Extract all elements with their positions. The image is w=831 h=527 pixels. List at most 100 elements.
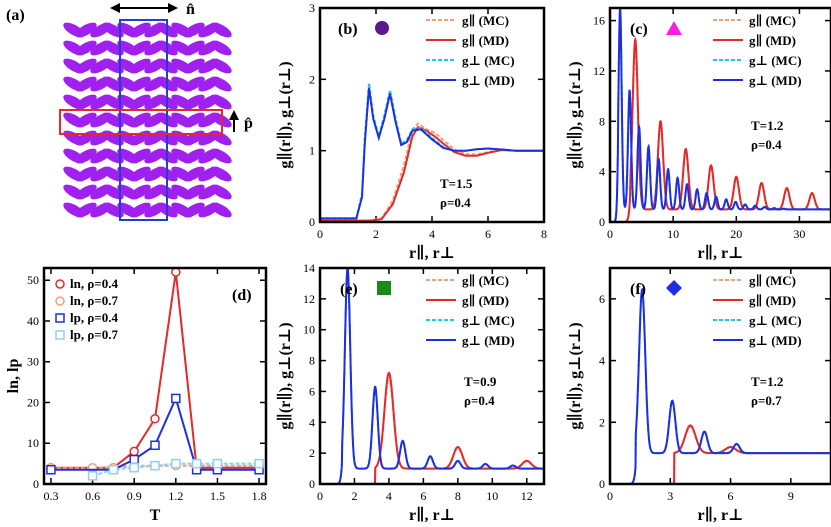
series-line [610,8,831,222]
x-tick-label: 6 [485,227,491,241]
plot-frame [318,6,546,224]
p-arrow-head [229,110,239,120]
data-point [150,414,160,424]
data-point [46,464,56,475]
x-tick-label: 3 [667,489,673,503]
x-tick-label: 0 [317,489,323,503]
y-tick-label: 14 [303,261,315,275]
p-direction-box [59,109,223,135]
particle [102,202,124,218]
data-point [171,268,181,277]
data-point [108,464,119,475]
legend-marker [55,313,65,323]
particle [129,166,151,182]
series-line [610,425,831,484]
n-hat-label: n̂ [186,1,195,18]
particle [210,148,232,164]
y-tick-label: 20 [27,395,39,409]
panel-c: 0 10 20 30 0 4 8 12 16 g∥ (MC) g∥ (MD) g⊥ (MC) g⊥ (M… [566,6,831,262]
n-arrow-left-head [110,3,120,13]
particle [129,184,151,200]
y-tick-label: 30 [27,355,39,369]
y-tick-label: 0 [599,215,605,229]
x-tick-label: 9 [788,489,794,503]
y-tick-label: 0 [33,477,39,491]
plot-frame [608,6,831,224]
y-tick-label: 10 [27,436,39,450]
data-point [212,458,223,469]
x-tick-label: 1.5 [210,489,225,503]
annotation-text: ρ=0.4 [464,393,495,408]
legend-label: g⊥ (MD) [462,73,515,88]
particle [75,184,97,200]
legend-label: g⊥ (MD) [749,73,802,88]
legend-label: g∥ (MC) [462,273,509,288]
p-hat-label: p̂ [244,115,253,132]
y-tick-label: 12 [303,292,315,306]
series-line [50,395,260,471]
data-point [254,458,264,469]
y-axis-label: ln, lp [5,359,22,394]
panel-e: 0 2 4 6 8 10 12 0 2 4 6 8 10 12 14 g∥ (MC) g∥ (MD) g⊥ (MC… [276,261,546,524]
annotation-text: T=0.9 [464,374,497,389]
particle [102,148,124,164]
plot-frame [42,266,268,486]
x-tick-label: 0 [607,489,613,503]
y-tick-label: 4 [309,415,315,429]
panel-a-schematic: (a) n̂ p̂ [6,1,253,221]
legend-label: g∥ (MC) [462,13,509,28]
legend-label: ln, ρ=0.7 [70,293,118,308]
particle-lattice [63,22,232,218]
x-tick-label: 1.2 [168,489,183,503]
panel-marker [666,21,682,35]
x-tick-label: 0.3 [43,489,58,503]
x-axis-label: r∥, r⊥ [409,506,455,524]
particle [210,94,232,110]
panel-label: (f) [630,281,646,298]
x-tick-label: 1.8 [252,489,267,503]
y-tick-label: 2 [309,446,315,460]
legend-marker [55,330,65,340]
legend-label: lp, ρ=0.7 [70,327,118,342]
series-line [320,125,544,222]
n-arrow-right-head [168,3,178,13]
legend-label: g∥ (MD) [462,33,509,48]
panel-marker [666,280,682,296]
particle [129,94,151,110]
legend-label: g∥ (MD) [749,33,796,48]
legend-label: g⊥ (MD) [749,333,802,348]
legend-label: g∥ (MD) [462,293,509,308]
panel-label: (e) [340,281,358,298]
x-tick-label: 4 [386,489,392,503]
y-tick-label: 0 [599,477,605,491]
legend-marker [55,296,65,306]
x-tick-label: 0.9 [127,489,142,503]
x-tick-label: 2 [351,489,357,503]
series-line [320,87,544,220]
legend-label: lp, ρ=0.4 [70,310,118,325]
particle [75,58,97,74]
particle [183,148,205,164]
particle [183,22,205,38]
x-axis-label: T [150,507,161,524]
series-line [610,11,831,222]
particle [210,58,232,74]
x-tick-label: 8 [541,227,547,241]
panel-a-label: (a) [6,7,25,24]
x-tick-label: 20 [730,227,742,241]
particle [183,202,205,218]
particle [183,166,205,182]
x-tick-label: 0 [317,227,323,241]
particle [183,184,205,200]
particle [75,22,97,38]
data-point [150,460,160,471]
series-line [610,287,831,484]
panel-f: 0 3 6 9 0 2 4 6 g∥ (MC) g∥ (MD) g⊥ (MC) g⊥ (MD) T=1.… [566,266,831,524]
particle [129,58,151,74]
series-line [610,424,831,484]
x-tick-label: 0.6 [85,489,100,503]
data-point [129,462,139,473]
data-point [129,446,139,457]
x-tick-label: 12 [521,489,533,503]
